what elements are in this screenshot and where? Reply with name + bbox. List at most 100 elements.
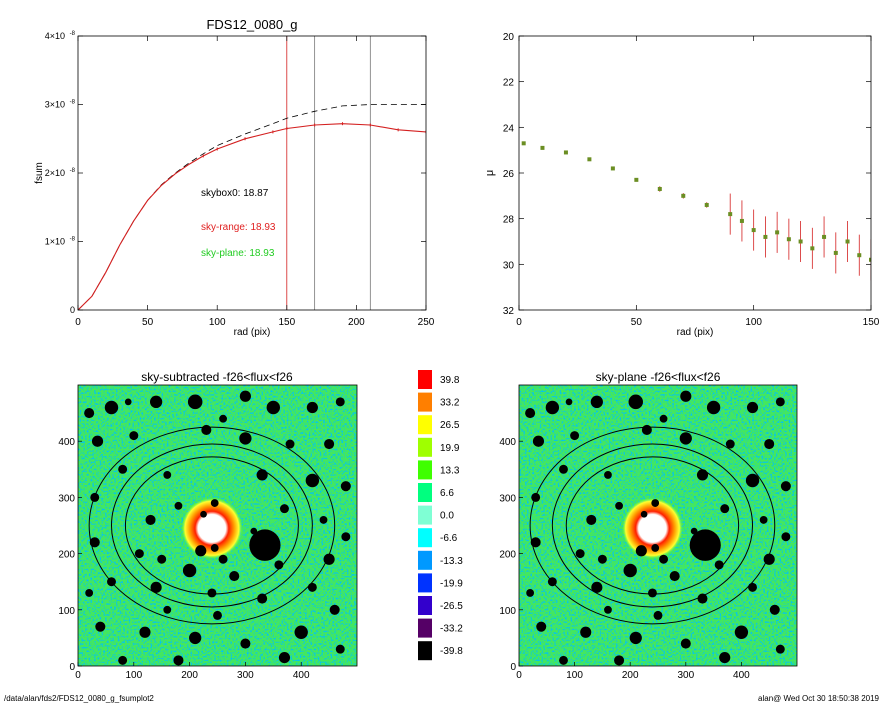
panel-a-xlabel: rad (pix) xyxy=(234,327,271,338)
masked-source xyxy=(559,655,568,665)
y-tick-label: 28 xyxy=(503,215,515,226)
masked-source xyxy=(149,395,163,409)
masked-source xyxy=(95,621,106,632)
panel-a-title: FDS12_0080_g xyxy=(206,17,297,32)
masked-source xyxy=(319,515,328,524)
masked-source xyxy=(580,626,592,638)
masked-source xyxy=(240,638,251,649)
masked-source xyxy=(746,401,759,414)
colorbar-swatch xyxy=(418,550,432,570)
masked-source xyxy=(759,515,768,524)
masked-source xyxy=(207,588,217,598)
masked-bright-star xyxy=(689,529,721,561)
masked-source xyxy=(340,481,351,492)
masked-source xyxy=(614,655,625,666)
colorbar-label: -39.8 xyxy=(440,646,463,657)
masked-source xyxy=(324,438,335,450)
colorbar-label: 39.8 xyxy=(440,375,460,386)
masked-core-source xyxy=(210,499,219,507)
masked-source xyxy=(329,604,340,615)
footer-path: /data/alan/fds2/FDS12_0080_g_fsumplot2 xyxy=(4,694,154,703)
mu-panel: 0 50 100 150 20 22 24 26 28 30 32 rad (pix) μ xyxy=(484,32,880,338)
masked-core-source xyxy=(651,499,660,507)
y-tick-label: 200 xyxy=(499,550,516,561)
colorbar-swatch xyxy=(418,528,432,548)
colorbar-swatch xyxy=(418,618,432,638)
sky-annotation: sky-range: 18.93 xyxy=(201,222,276,233)
y-tick-exponent: -8 xyxy=(70,168,76,174)
panel-d-title: sky-plane -f26<flux<f26 xyxy=(596,370,721,384)
sky-plane-image-panel: sky-plane -f26<flux<f26 0 100 200 300 400 0 10… xyxy=(499,370,798,681)
y-tick-label: 1×10 xyxy=(45,237,65,247)
colorbar-label: 13.3 xyxy=(440,465,460,476)
masked-source xyxy=(278,651,291,664)
masked-source xyxy=(775,397,785,407)
masked-source xyxy=(274,560,284,570)
x-tick-label: 400 xyxy=(293,670,310,681)
aperture-ellipse xyxy=(529,426,776,625)
masked-source xyxy=(129,431,139,441)
masked-source xyxy=(745,473,760,488)
masked-core-source xyxy=(200,510,207,518)
mu-point xyxy=(751,228,756,233)
x-tick-label: 200 xyxy=(348,317,365,328)
masked-source xyxy=(530,537,541,548)
masked-source xyxy=(525,408,536,419)
masked-source xyxy=(764,438,775,450)
masked-source xyxy=(719,651,731,664)
masked-source xyxy=(653,610,663,620)
masked-source xyxy=(239,432,252,445)
x-tick-label: 300 xyxy=(237,670,254,681)
mu-point xyxy=(634,177,639,182)
colorbar-label: 33.2 xyxy=(440,398,460,409)
masked-source xyxy=(118,464,128,474)
y-tick-label: 100 xyxy=(499,606,516,617)
y-tick-label: 30 xyxy=(503,260,515,271)
x-tick-label: 200 xyxy=(181,670,198,681)
masked-source xyxy=(559,464,568,474)
masked-source xyxy=(545,400,560,415)
masked-source xyxy=(174,501,183,510)
y-tick-label: 3×10 xyxy=(45,100,65,110)
galaxy-core xyxy=(181,497,243,560)
masked-source xyxy=(89,537,100,548)
y-tick-label: 0 xyxy=(70,305,75,315)
colorbar-swatch xyxy=(418,415,432,435)
masked-source xyxy=(139,626,151,638)
mu-point xyxy=(857,253,862,258)
masked-source xyxy=(697,593,708,604)
y-tick-label: 300 xyxy=(499,493,516,504)
masked-source xyxy=(659,414,668,423)
masked-source xyxy=(85,589,94,597)
colorbar-swatch xyxy=(418,596,432,615)
panel-b-xlabel: rad (pix) xyxy=(677,327,714,338)
x-tick-label: 100 xyxy=(209,317,226,328)
colorbar-swatch xyxy=(418,505,432,525)
masked-source xyxy=(335,397,345,407)
mu-point xyxy=(763,234,768,239)
masked-source xyxy=(680,390,692,402)
mu-point xyxy=(833,250,838,255)
x-tick-label: 0 xyxy=(75,317,81,328)
masked-source xyxy=(195,545,207,557)
masked-source xyxy=(134,549,144,559)
masked-source xyxy=(256,469,268,481)
y-tick-label: 0 xyxy=(69,662,75,673)
masked-source xyxy=(748,582,757,592)
x-tick-label: 0 xyxy=(516,670,522,681)
colorbar: 39.8 33.2 26.5 19.9 13.3 6.6 0.0 -6.6 -13.3 -19.9… xyxy=(418,370,463,661)
y-tick-label: 20 xyxy=(503,32,515,43)
masked-source xyxy=(526,589,535,597)
y-tick-label: 22 xyxy=(503,78,515,89)
colorbar-swatch xyxy=(418,483,432,502)
masked-source xyxy=(150,581,162,593)
colorbar-label: 6.6 xyxy=(440,488,454,499)
x-tick-label: 150 xyxy=(863,317,880,328)
sky-subtracted-image-panel: sky-subtracted -f26<flux<f26 0 100 200 300 4… xyxy=(58,370,358,681)
sky-annotation: sky-plane: 18.93 xyxy=(201,248,275,259)
masked-source xyxy=(145,514,156,525)
masked-source xyxy=(218,554,228,564)
mu-point xyxy=(728,212,733,217)
